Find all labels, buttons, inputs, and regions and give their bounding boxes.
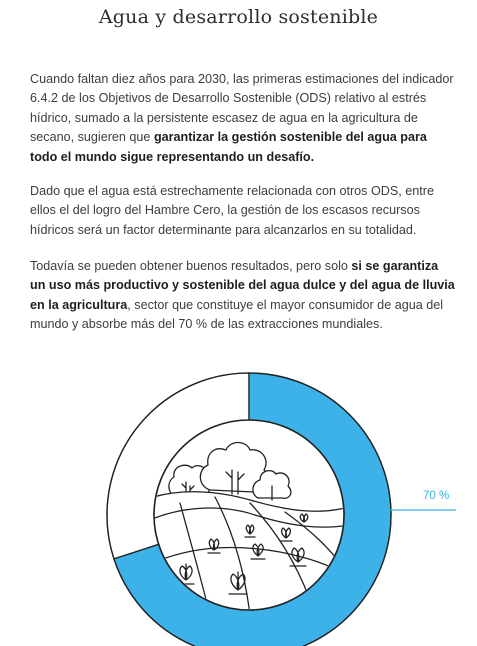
tree-icon [199, 441, 270, 495]
text-segment: Dado que el agua está estrechamente rela… [30, 184, 434, 237]
donut-outer-outline [106, 372, 392, 646]
plant-icon [289, 547, 307, 567]
bold-text: garantizar la gestión sostenible del agu… [30, 130, 427, 164]
plant-icon [207, 538, 221, 554]
plant-icon [299, 513, 309, 523]
plant-icon [279, 527, 293, 542]
plant-icon [250, 543, 266, 560]
bold-text: si se garantiza un uso más productivo y … [30, 259, 455, 312]
paragraph-intro: Cuando faltan diez años para 2030, las p… [30, 70, 455, 167]
data-label-70: 70 % [423, 490, 450, 502]
text-segment: Cuando faltan diez años para 2030, las p… [30, 72, 454, 145]
text-segment: Todavía se pueden obtener buenos resulta… [30, 259, 352, 273]
page-title: Agua y desarrollo sostenible [98, 6, 379, 28]
paragraph-hambre-cero: Dado que el agua está estrechamente rela… [30, 182, 455, 240]
field-illustration [153, 419, 345, 611]
plant-icon [244, 524, 256, 538]
plant-icon [228, 571, 248, 595]
paragraph-agricultura: Todavía se pueden obtener buenos resulta… [30, 257, 455, 335]
tree-icon [252, 469, 292, 501]
text-segment: , sector que constituye el mayor consumi… [30, 297, 444, 332]
